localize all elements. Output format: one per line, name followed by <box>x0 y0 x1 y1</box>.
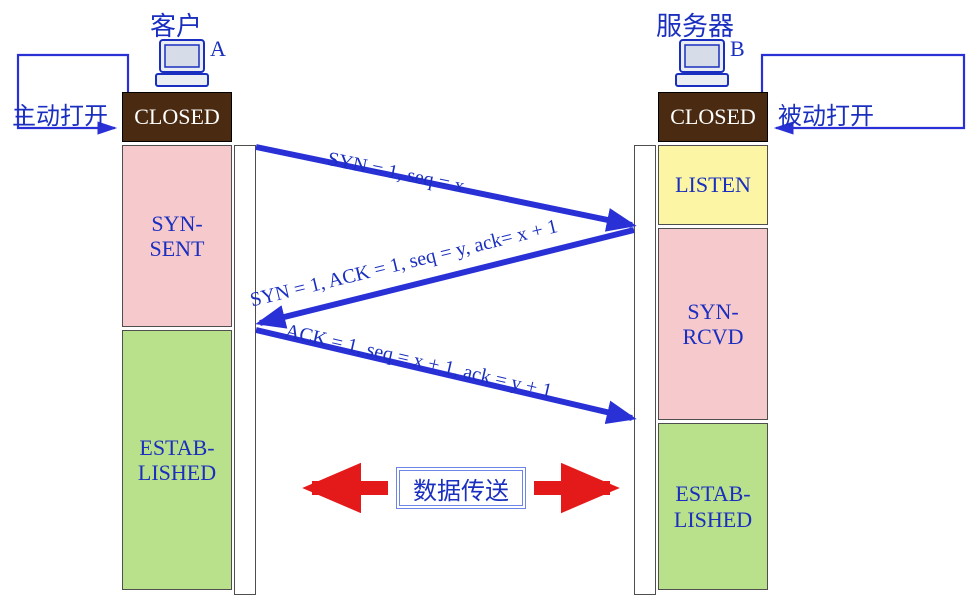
server-listen-label: LISTEN <box>675 172 751 197</box>
diagram-stage: { "canvas": { "width": 972, "height": 60… <box>0 0 972 603</box>
client-state-syn-sent: SYN- SENT <box>122 145 232 327</box>
client-syn-sent-label: SYN- SENT <box>150 211 205 262</box>
message-3-label: ACK = 1, seq = x + 1, ack = y + 1 <box>283 320 554 403</box>
server-state-syn-rcvd: SYN- RCVD <box>658 228 768 420</box>
client-state-established: ESTAB- LISHED <box>122 330 232 590</box>
server-syn-rcvd-label: SYN- RCVD <box>682 299 743 350</box>
server-lifeline <box>634 145 656 595</box>
server-badge: B <box>730 36 745 62</box>
server-estab-label: ESTAB- LISHED <box>674 481 752 532</box>
server-state-established: ESTAB- LISHED <box>658 423 768 590</box>
client-state-closed: CLOSED <box>122 92 232 142</box>
message-2-label: SYN = 1, ACK = 1, seq = y, ack= x + 1 <box>248 215 560 312</box>
client-title: 客户 <box>150 6 202 43</box>
server-state-closed: CLOSED <box>658 92 768 142</box>
client-open-label: 主动打开 <box>12 96 108 131</box>
server-state-listen: LISTEN <box>658 145 768 225</box>
data-transfer-label: 数据传送 <box>413 471 509 506</box>
client-lifeline <box>234 145 256 595</box>
server-title: 服务器 <box>656 6 734 43</box>
message-1-label: SYN = 1, seq = x <box>325 148 466 199</box>
server-open-label: 被动打开 <box>778 96 874 131</box>
server-closed-label: CLOSED <box>670 104 756 129</box>
data-transfer-box: 数据传送 <box>396 467 526 509</box>
client-estab-label: ESTAB- LISHED <box>138 435 216 486</box>
client-closed-label: CLOSED <box>134 104 220 129</box>
client-badge: A <box>210 36 226 62</box>
